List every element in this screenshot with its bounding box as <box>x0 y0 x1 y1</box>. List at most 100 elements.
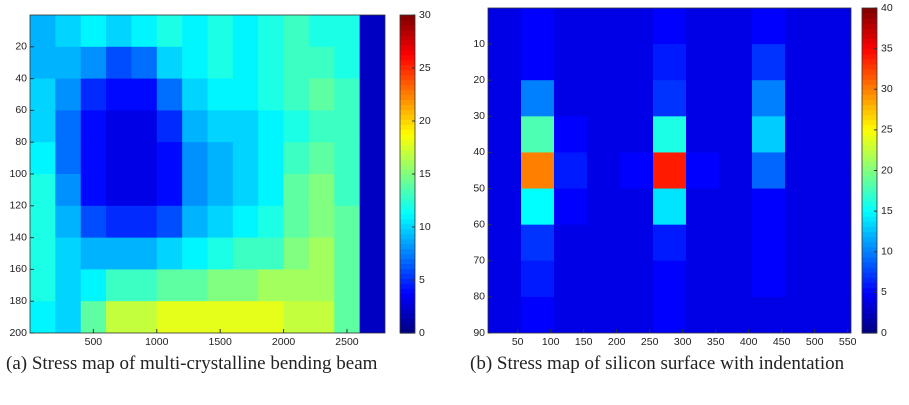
colorbar-band <box>400 154 415 160</box>
colorbar-band <box>862 160 877 167</box>
heatmap-cell <box>283 15 310 48</box>
colorbar-band <box>400 129 415 135</box>
heatmap-cell <box>488 44 522 81</box>
x-tick-label: 300 <box>674 336 692 345</box>
colorbar-band <box>862 231 877 238</box>
heatmap-cell <box>620 296 654 333</box>
colorbar-band <box>400 308 415 314</box>
heatmap-cell <box>308 78 335 111</box>
heatmap-cell <box>308 110 335 143</box>
heatmap-cell <box>131 15 158 48</box>
heatmap-cell <box>359 301 385 333</box>
heatmap-cell <box>587 8 621 45</box>
heatmap-cell <box>620 116 654 153</box>
colorbar-band <box>862 104 877 111</box>
heatmap-cell <box>686 260 720 298</box>
heatmap-cell <box>719 152 753 190</box>
heatmap-cell <box>752 8 786 45</box>
x-tick-label: 50 <box>512 336 524 345</box>
colorbar-band <box>862 124 877 131</box>
heatmap-cell <box>818 80 851 117</box>
colorbar-band <box>862 145 877 151</box>
colorbar-band <box>400 34 415 41</box>
colorbar-band <box>400 283 415 289</box>
heatmap-cell <box>554 152 588 190</box>
heatmap-cell <box>359 15 385 48</box>
heatmap-cell <box>334 15 361 48</box>
heatmap-cell <box>80 237 107 270</box>
colorbar-band <box>400 253 415 260</box>
colorbar-band <box>400 89 415 96</box>
heatmap-cell <box>653 188 687 226</box>
heatmap-cell <box>521 152 555 190</box>
heatmap-cell <box>686 224 720 262</box>
heatmap-cell <box>80 78 107 111</box>
heatmap-cell <box>359 237 385 270</box>
heatmap-cell <box>488 260 522 298</box>
colorbar-band <box>862 261 877 268</box>
heatmap-cell <box>686 296 720 333</box>
colorbar-tick-label: 35 <box>881 42 893 54</box>
heatmap-cell <box>258 269 285 302</box>
heatmap-cell <box>653 260 687 298</box>
heatmap-cell <box>55 174 82 207</box>
y-tick-label: 120 <box>9 200 27 212</box>
heatmap-cell <box>30 174 56 207</box>
y-tick-label: 200 <box>9 327 27 339</box>
heatmap-cell <box>359 269 385 302</box>
heatmap-cell <box>334 46 361 80</box>
heatmap-cell <box>258 78 285 111</box>
heatmap-cell <box>156 78 183 111</box>
colorbar-tick-label: 0 <box>881 327 887 339</box>
colorbar-band <box>862 282 877 288</box>
colorbar-band <box>862 206 877 212</box>
heatmap-cell <box>106 205 132 239</box>
heatmap-cell <box>719 260 753 298</box>
heatmap-cell <box>207 110 234 143</box>
heatmap-cell <box>359 174 385 207</box>
heatmap-cell <box>55 15 82 48</box>
heatmap-cell <box>258 110 285 143</box>
heatmap-cell <box>752 80 786 117</box>
y-tick-label: 10 <box>473 38 485 50</box>
colorbar-band <box>862 216 877 222</box>
caption-a: (a) Stress map of multi-crystalline bend… <box>6 353 378 374</box>
colorbar-band <box>400 24 415 31</box>
heatmap-cell <box>283 174 310 207</box>
colorbar-tick-label: 5 <box>419 274 425 286</box>
colorbar-band <box>400 79 415 86</box>
colorbar-band <box>862 185 877 192</box>
heatmap-cell <box>818 152 851 190</box>
heatmap-cell <box>30 237 56 270</box>
heatmap-cell <box>232 46 259 80</box>
colorbar-tick-label: 30 <box>881 83 893 95</box>
colorbar-tick-label: 30 <box>419 9 431 21</box>
heatmap-cell <box>182 174 208 207</box>
heatmap-cell <box>131 78 158 111</box>
heatmap-cell <box>818 188 851 226</box>
heatmap-cell <box>283 78 310 111</box>
x-tick-label: 400 <box>740 336 758 345</box>
heatmap-cell <box>334 269 361 302</box>
colorbar-band <box>400 278 415 284</box>
colorbar-band <box>400 238 415 245</box>
heatmap-cell <box>818 224 851 262</box>
heatmap-cell <box>156 301 183 333</box>
heatmap-cell <box>55 46 82 80</box>
heatmap-cell <box>232 142 259 175</box>
heatmap-cell <box>207 237 234 270</box>
colorbar-band <box>400 149 415 155</box>
colorbar-band <box>862 58 877 65</box>
colorbar-band <box>400 313 415 319</box>
colorbar-band <box>400 233 415 240</box>
heatmap-cell <box>232 110 259 143</box>
y-tick-label: 100 <box>9 168 27 180</box>
colorbar-band <box>862 277 877 283</box>
colorbar-band <box>862 256 877 263</box>
heatmap-cell <box>785 116 819 153</box>
colorbar-band <box>862 13 877 19</box>
y-tick-label: 40 <box>15 72 27 84</box>
heatmap-cell <box>106 142 132 175</box>
colorbar-band <box>862 251 877 258</box>
heatmap-cell <box>308 46 335 80</box>
